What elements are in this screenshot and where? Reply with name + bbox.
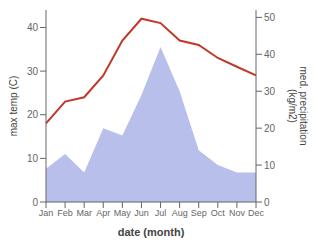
svg-text:Feb: Feb	[57, 208, 73, 218]
svg-text:date (month): date (month)	[118, 226, 185, 238]
svg-text:Aug: Aug	[172, 208, 188, 218]
svg-text:Jan: Jan	[39, 208, 54, 218]
svg-text:Apr: Apr	[96, 208, 110, 218]
svg-text:max temp (C): max temp (C)	[8, 76, 19, 137]
svg-text:Sep: Sep	[191, 208, 207, 218]
svg-text:0: 0	[32, 197, 38, 208]
svg-text:0: 0	[264, 197, 270, 208]
svg-text:Dec: Dec	[248, 208, 265, 218]
svg-text:50: 50	[264, 12, 276, 23]
svg-text:40: 40	[264, 49, 276, 60]
svg-text:30: 30	[264, 86, 276, 97]
svg-text:Nov: Nov	[229, 208, 246, 218]
svg-text:May: May	[114, 208, 132, 218]
svg-text:10: 10	[264, 160, 276, 171]
svg-text:Mar: Mar	[76, 208, 92, 218]
svg-text:Jun: Jun	[134, 208, 149, 218]
svg-text:40: 40	[27, 22, 39, 33]
svg-text:Oct: Oct	[211, 208, 226, 218]
svg-text:20: 20	[264, 123, 276, 134]
svg-text:20: 20	[27, 109, 39, 120]
svg-text:30: 30	[27, 66, 39, 77]
svg-text:med. precipitation(kg/m2): med. precipitation(kg/m2)	[287, 67, 309, 146]
svg-text:10: 10	[27, 153, 39, 164]
svg-text:Jul: Jul	[155, 208, 167, 218]
